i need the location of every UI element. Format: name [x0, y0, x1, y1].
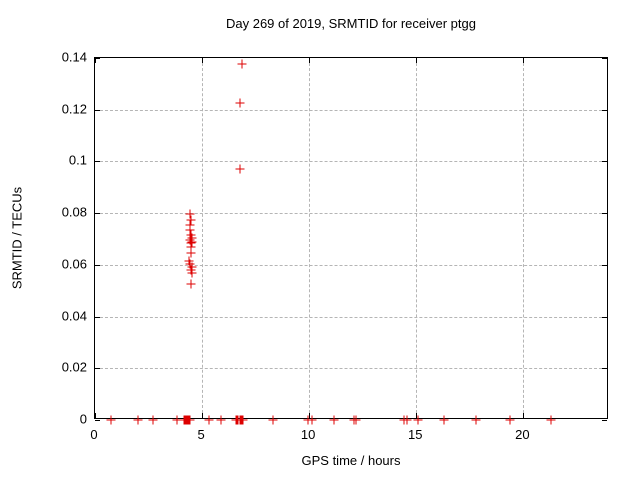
y-tick: [95, 264, 100, 266]
data-point: [307, 415, 317, 425]
y-tick: [95, 368, 100, 370]
x-tick: [95, 413, 96, 418]
data-point: [185, 225, 195, 235]
data-point: [185, 220, 195, 230]
gridline: [95, 316, 607, 318]
data-point: [185, 415, 195, 425]
data-point: [148, 415, 158, 425]
y-tick-label: 0.06: [61, 256, 87, 272]
data-point: [235, 164, 245, 174]
y-axis-label: SRMTID / TECUs: [9, 186, 25, 290]
data-point: [413, 415, 423, 425]
x-tick-label: 20: [515, 427, 530, 442]
data-point: [186, 265, 196, 274]
data-point: [402, 415, 412, 425]
data-point: [186, 279, 196, 289]
data-point: [186, 242, 196, 252]
data-point: [439, 415, 449, 425]
y-tick-label: 0.08: [61, 204, 87, 220]
y-tick: [95, 316, 100, 318]
y-tick: [602, 316, 607, 318]
y-tick-label: 0.12: [61, 101, 87, 117]
x-tick: [416, 413, 418, 418]
data-point: [185, 209, 195, 219]
data-point: [351, 415, 361, 425]
gridline: [95, 213, 607, 215]
x-tick: [202, 413, 204, 418]
x-axis-label: GPS time / hours: [301, 453, 401, 468]
data-point: [185, 235, 195, 245]
x-tick-label: 15: [408, 427, 423, 442]
data-point: [187, 262, 197, 272]
y-tick: [95, 420, 100, 421]
data-point: [186, 215, 196, 225]
data-point: [237, 59, 247, 69]
data-point: [546, 415, 556, 425]
y-tick-label: 0.04: [61, 308, 87, 324]
gridline: [523, 58, 525, 418]
x-tick: [309, 413, 311, 418]
gridline: [95, 161, 607, 163]
x-tick: [95, 58, 96, 63]
chart-title: Day 269 of 2019, SRMTID for receiver ptg…: [225, 16, 476, 31]
data-point: [186, 248, 196, 258]
data-point: [172, 415, 182, 425]
y-tick-label: 0.1: [68, 152, 87, 168]
data-point: [204, 415, 213, 425]
gridline: [95, 109, 607, 111]
y-tick: [95, 213, 100, 215]
data-point: [186, 230, 196, 240]
y-tick-label: 0: [79, 411, 87, 427]
y-tick: [602, 58, 607, 59]
gridline: [416, 58, 418, 418]
gridline: [95, 264, 607, 266]
y-tick: [95, 109, 100, 111]
data-point: [184, 256, 194, 266]
data-point: [268, 415, 278, 425]
y-tick: [602, 109, 607, 111]
y-tick: [602, 368, 607, 370]
y-tick: [95, 161, 100, 163]
x-tick: [523, 58, 525, 63]
x-tick-label: 0: [90, 427, 98, 442]
data-point: [187, 268, 197, 278]
gridline: [202, 58, 204, 418]
x-tick: [523, 413, 525, 418]
data-point: [187, 237, 197, 247]
y-tick: [602, 264, 607, 266]
gridline: [309, 58, 311, 418]
x-tick: [416, 58, 418, 63]
data-point: [133, 415, 143, 425]
data-point: [471, 415, 481, 425]
x-tick: [202, 58, 204, 63]
data-point: [216, 415, 226, 425]
data-point: [238, 415, 248, 425]
y-tick-label: 0.14: [61, 49, 87, 65]
data-point: [329, 415, 339, 425]
x-tick-label: 10: [300, 427, 316, 442]
y-tick-label: 0.02: [61, 359, 87, 375]
y-tick: [95, 58, 100, 59]
data-point: [185, 259, 195, 269]
plot-area: [94, 57, 608, 425]
data-point: [235, 98, 245, 108]
data-point: [505, 415, 515, 425]
x-tick-label: 5: [197, 427, 205, 442]
data-point: [106, 415, 116, 425]
data-point: [187, 233, 197, 243]
y-tick: [602, 213, 607, 215]
y-tick: [602, 161, 607, 163]
gridline: [95, 368, 607, 370]
y-tick: [602, 420, 607, 421]
x-tick: [309, 58, 311, 63]
